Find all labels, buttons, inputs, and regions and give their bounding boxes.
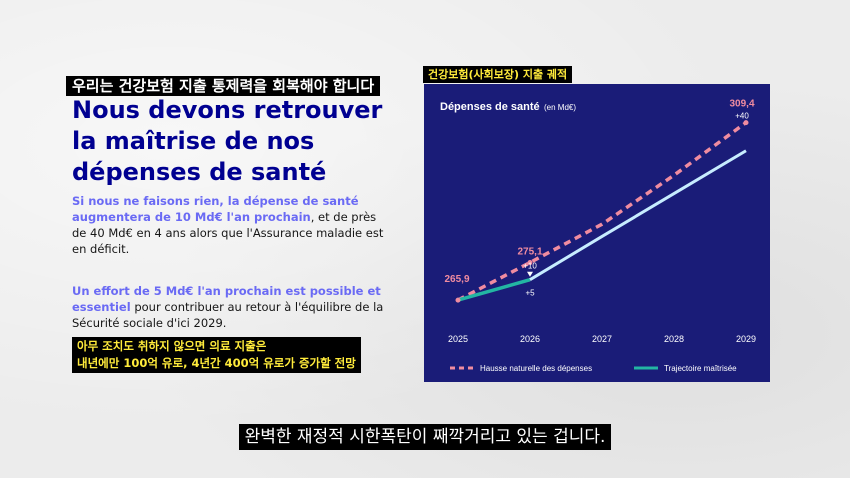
data-label-2026: 275,1 — [517, 247, 542, 258]
data-label-2029: 309,4 — [729, 99, 754, 110]
x-tick-label: 2029 — [736, 334, 756, 344]
data-point-natural — [743, 120, 749, 126]
chart-panel: Dépenses de santé (en Md€) 2025 2026 2027 202… — [424, 84, 770, 382]
chart-title: Dépenses de santé — [440, 101, 540, 113]
series-line-natural — [457, 121, 748, 302]
data-point-natural — [527, 260, 533, 266]
paragraph-2-highlight: Un effort de 5 Md€ l'an prochain est pos… — [72, 284, 381, 314]
paragraph-1-text: , et de près de 40 Md€ en 4 ans alors qu… — [72, 210, 384, 256]
korean-sub-caption: 아무 조치도 취하지 않으면 의료 지출은 내년에만 100억 유로, 4년간 … — [72, 337, 361, 373]
paragraph-2: Un effort de 5 Md€ l'an prochain est pos… — [72, 283, 392, 331]
korean-chart-caption: 건강보험(사회보장) 지출 궤적 — [423, 66, 573, 83]
series-line-managed-actual — [457, 278, 531, 302]
health-spending-chart: Dépenses de santé (en Md€) 2025 2026 2027 202… — [440, 99, 756, 373]
reduction-arrow-head — [527, 271, 533, 277]
chart-unit: (en Md€) — [544, 103, 576, 112]
slide-title: Nous devons retrouver la maîtrise de nos… — [72, 96, 383, 186]
paragraph-1: Si nous ne faisons rien, la dépense de s… — [72, 193, 392, 257]
series-line-managed-forecast — [529, 149, 747, 281]
delta-label-2029: +40 — [735, 112, 749, 121]
delta-label-managed-2026: +5 — [525, 289, 535, 298]
korean-sub-line-2: 내년에만 100억 유로, 4년간 400억 유로가 증가할 전망 — [77, 356, 356, 370]
video-subtitle: 완벽한 재정적 시한폭탄이 째깍거리고 있는 겁니다. — [0, 424, 850, 450]
legend-label-natural: Hausse naturelle des dépenses — [480, 364, 592, 373]
paragraph-2-text: pour contribuer au retour à l'équilibre … — [72, 300, 384, 330]
delta-label-2026: +10 — [523, 262, 537, 271]
korean-sub-line-1: 아무 조치도 취하지 않으면 의료 지출은 — [77, 339, 267, 353]
paragraph-1-highlight: Si nous ne faisons rien, la dépense de s… — [72, 194, 359, 224]
data-point-natural — [455, 297, 461, 303]
legend-label-managed: Trajectoire maîtrisée — [664, 364, 737, 373]
x-tick-label: 2027 — [592, 334, 612, 344]
video-subtitle-text: 완벽한 재정적 시한폭탄이 째깍거리고 있는 겁니다. — [238, 424, 612, 450]
x-tick-label: 2026 — [520, 334, 540, 344]
x-tick-label: 2028 — [664, 334, 684, 344]
data-label-2025: 265,9 — [444, 274, 469, 285]
x-tick-label: 2025 — [448, 334, 468, 344]
korean-title-caption: 우리는 건강보험 지출 통제력을 회복해야 합니다 — [66, 76, 381, 96]
